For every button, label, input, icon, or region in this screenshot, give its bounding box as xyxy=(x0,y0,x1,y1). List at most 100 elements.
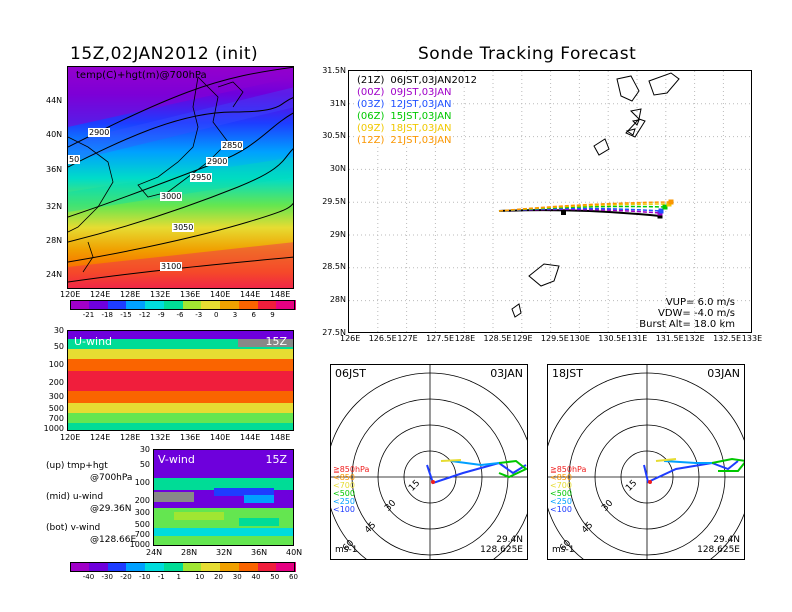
colorbar-label: -18 xyxy=(101,311,113,319)
colorbar-cell xyxy=(88,300,108,310)
lat-tick: 36N xyxy=(46,165,63,174)
run-legend-row: (12Z) 21JST,03JAN xyxy=(357,135,452,146)
colorbar-label: -10 xyxy=(139,573,151,581)
axis-tick: 144E xyxy=(240,290,261,299)
axis-tick: 29N xyxy=(329,229,346,239)
hodograph-time: 18JST xyxy=(552,367,583,380)
axis-tick: 126E xyxy=(340,334,361,343)
temp-colorbar: -21 -18 -15 -12 -9 -6 -3 0 3 6 9 xyxy=(70,300,296,322)
axis-tick: 130.5E xyxy=(598,334,627,343)
hodograph-level-label: <700 xyxy=(550,481,572,490)
axis-tick: 127.5E xyxy=(426,334,455,343)
colorbar-label: -3 xyxy=(195,311,203,319)
sonde-landing-point xyxy=(662,204,668,210)
axis-tick: 50 xyxy=(53,342,64,351)
colorbar-label: 20 xyxy=(214,573,223,581)
hodograph-trace xyxy=(450,460,500,467)
colorbar-cell xyxy=(70,300,90,310)
axis-tick: 129.5E xyxy=(540,334,569,343)
axis-tick: 28N xyxy=(181,548,198,557)
vwind-label: V-wind xyxy=(158,453,195,466)
hodograph-level-label: ≧850hPa xyxy=(333,465,370,474)
colorbar-label: 0 xyxy=(214,311,219,319)
contour-label: 3050 xyxy=(172,223,195,232)
temp-hgt-map: temp(C)+hgt(m)@700hPa 2900 2850 2900 295… xyxy=(67,66,294,289)
hodograph-surface-point xyxy=(648,480,652,484)
axis-tick: 131.5E xyxy=(655,334,684,343)
sonde-track xyxy=(498,201,672,212)
legend-mid-lat: @29.36N xyxy=(90,504,132,514)
burst-alt-text: Burst Alt= 18.0 km xyxy=(639,319,735,330)
run-init: (03Z) xyxy=(357,99,385,110)
hodograph-date: 03JAN xyxy=(707,367,740,380)
axis-tick: 148E xyxy=(270,290,291,299)
axis-tick: 31N xyxy=(329,98,346,108)
colorbar-label: -15 xyxy=(120,311,132,319)
axis-tick: 300 xyxy=(48,392,64,401)
colorbar-border xyxy=(70,300,295,310)
vup-text: VUP= 6.0 m/s xyxy=(665,297,735,308)
contour-label: 3100 xyxy=(160,262,183,271)
lat-tick: 40N xyxy=(46,130,63,139)
colorbar-cell xyxy=(257,562,277,572)
axis-tick: 136E xyxy=(180,290,201,299)
axis-tick: 300 xyxy=(134,508,150,517)
legend-bot-lon: @128.66E xyxy=(90,535,137,545)
hodograph-svg xyxy=(548,365,744,559)
axis-tick: 500 xyxy=(134,520,150,529)
legend-bot: (bot) v-wind xyxy=(46,523,101,533)
sonde-midpoint xyxy=(561,210,566,215)
run-legend-row: (03Z) 12JST,03JAN xyxy=(357,99,452,110)
axis-tick: 30 xyxy=(53,326,64,335)
run-valid: 18JST,03JAN xyxy=(390,123,452,134)
hodograph-trace xyxy=(426,461,527,485)
axis-tick: 126.5E xyxy=(368,334,397,343)
colorbar-cell xyxy=(145,300,165,310)
sonde-params: VUP= 6.0 m/s VDW= -4.0 m/s Burst Alt= 18… xyxy=(639,297,735,330)
colorbar-cell xyxy=(107,562,127,572)
colorbar-cell xyxy=(163,300,183,310)
vwind-panel: V-wind 15Z xyxy=(153,449,294,546)
axis-tick: 124E xyxy=(90,433,111,442)
run-legend-row: (00Z) 09JST,03JAN xyxy=(357,87,452,98)
colorbar-label: 9 xyxy=(270,311,275,319)
colorbar-cell xyxy=(163,562,183,572)
hodograph-unit: ms-1 xyxy=(335,545,358,555)
hodograph-date: 03JAN xyxy=(490,367,523,380)
colorbar-label: -20 xyxy=(120,573,132,581)
hodograph-level-label: <250 xyxy=(550,497,572,506)
hodograph-trace xyxy=(655,458,677,462)
axis-tick: 128E xyxy=(120,433,141,442)
axis-tick: 40N xyxy=(286,548,303,557)
colorbar-label: 30 xyxy=(232,573,242,581)
hodograph-level-label: <100 xyxy=(550,505,572,514)
contour-label: 50 xyxy=(68,155,81,164)
axis-tick: 50 xyxy=(139,460,150,469)
colorbar-label: -40 xyxy=(82,573,95,581)
axis-tick: 120E xyxy=(60,290,81,299)
tracking-title: Sonde Tracking Forecast xyxy=(418,44,637,64)
legend-up: (up) tmp+hgt xyxy=(46,461,108,471)
axis-tick: 500 xyxy=(48,404,64,413)
axis-tick: 132.5E xyxy=(713,334,742,343)
run-valid: 15JST,03JAN xyxy=(390,111,452,122)
contour-label: 2950 xyxy=(190,173,213,182)
colorbar-cell xyxy=(88,562,108,572)
axis-tick: 700 xyxy=(48,414,64,423)
init-title: 15Z,02JAN2012 (init) xyxy=(70,44,259,64)
axis-tick: 27.5N xyxy=(322,327,346,337)
colorbar-label: 3 xyxy=(232,311,238,319)
axis-tick: 128E xyxy=(454,334,476,343)
axis-tick: 28.5N xyxy=(322,262,346,272)
run-legend-row: (09Z) 18JST,03JAN xyxy=(357,123,452,134)
colorbar-cell xyxy=(238,300,258,310)
run-init: (00Z) xyxy=(357,87,385,98)
axis-tick: 31.5N xyxy=(322,66,346,75)
axis-tick: 30N xyxy=(329,164,346,174)
axis-tick: 124E xyxy=(90,290,111,299)
axis-tick: 29.5N xyxy=(322,196,346,206)
colorbar-cell xyxy=(201,300,221,310)
hodograph-lat: 29.4N xyxy=(496,535,523,545)
colorbar-cell xyxy=(238,562,258,572)
sonde-landing-point xyxy=(668,199,674,205)
